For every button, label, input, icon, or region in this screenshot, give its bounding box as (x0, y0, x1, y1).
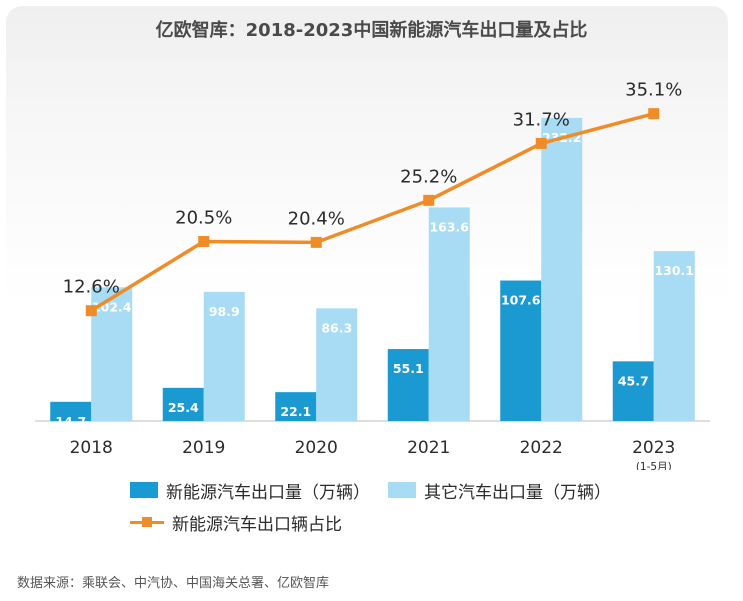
legend-item-ratio: 新能源汽车出口辆占比 (130, 510, 342, 535)
bar-label-other-2023: 130.1 (654, 263, 694, 278)
ratio-label-2022: 31.7% (513, 109, 570, 130)
bar-label-nev-2019: 25.4 (168, 400, 199, 415)
ratio-marker-2022 (535, 137, 547, 149)
bar-other-2020 (316, 308, 358, 421)
legend-swatch-other (388, 482, 416, 498)
ratio-label-2023: 35.1% (625, 80, 682, 101)
ratio-marker-2023 (648, 108, 660, 120)
chart-card (6, 6, 728, 546)
ratio-marker-2020 (310, 236, 322, 248)
bar-other-2019 (203, 291, 245, 421)
x-tick-label-2018: 2018 (70, 438, 113, 458)
bar-nev-2022 (500, 280, 542, 421)
legend-swatch-ratio (130, 514, 164, 530)
bar-label-nev-2021: 55.1 (393, 361, 424, 376)
x-tick-label-2023: 2023 (632, 438, 675, 458)
ratio-label-2018: 12.6% (63, 277, 120, 298)
bar-nev-2019 (162, 387, 204, 421)
ratio-marker-2018 (85, 305, 97, 317)
bar-label-other-2020: 86.3 (321, 320, 352, 335)
bar-label-nev-2023: 45.7 (618, 373, 649, 388)
bar-other-2018 (91, 287, 133, 421)
x-tick-label-2022: 2022 (520, 438, 563, 458)
bar-other-2021 (428, 207, 470, 421)
x-tick-sublabel-2023: (1-5月) (636, 461, 672, 470)
bar-label-other-2019: 98.9 (209, 304, 240, 319)
legend-label-ratio: 新能源汽车出口辆占比 (172, 514, 342, 535)
bar-line-chart: 14.7102.4201825.498.9201922.186.3202055.… (35, 80, 710, 470)
x-tick-label-2020: 2020 (295, 438, 338, 458)
legend-label-nev: 新能源汽车出口量（万辆） (166, 482, 370, 503)
bar-label-other-2021: 163.6 (429, 219, 469, 234)
ratio-marker-2019 (198, 236, 210, 247)
bar-nev-2020 (275, 392, 317, 421)
bar-nev-2023 (612, 361, 654, 421)
ratio-label-2021: 25.2% (400, 166, 457, 187)
ratio-marker-2021 (423, 194, 435, 206)
ratio-label-2019: 20.5% (175, 208, 232, 229)
source-note: 数据来源：乘联会、中汽协、中国海关总署、亿欧智库 (17, 576, 330, 591)
legend-swatch-nev (130, 482, 158, 498)
ratio-label-2020: 20.4% (288, 208, 345, 229)
x-tick-label-2021: 2021 (407, 438, 450, 458)
legend-item-other: 其它汽车出口量（万辆） (388, 478, 611, 503)
ratio-line (90, 111, 655, 313)
bar-nev-2021 (387, 349, 429, 421)
bar-nev-2018 (50, 401, 92, 421)
legend-label-other: 其它汽车出口量（万辆） (424, 482, 611, 503)
bar-other-2022 (541, 117, 583, 422)
bar-other-2023 (653, 251, 695, 421)
bar-label-nev-2022: 107.6 (501, 293, 541, 308)
chart-title: 亿欧智库：2018-2023中国新能源汽车出口量及占比 (155, 20, 588, 41)
x-tick-label-2019: 2019 (182, 438, 225, 458)
legend-item-nev: 新能源汽车出口量（万辆） (130, 478, 370, 503)
bar-label-nev-2020: 22.1 (280, 404, 311, 419)
bar-label-nev-2018: 14.7 (55, 414, 86, 429)
chart-legend: 新能源汽车出口量（万辆） 其它汽车出口量（万辆） 新能源汽车出口辆占比 (130, 474, 730, 538)
